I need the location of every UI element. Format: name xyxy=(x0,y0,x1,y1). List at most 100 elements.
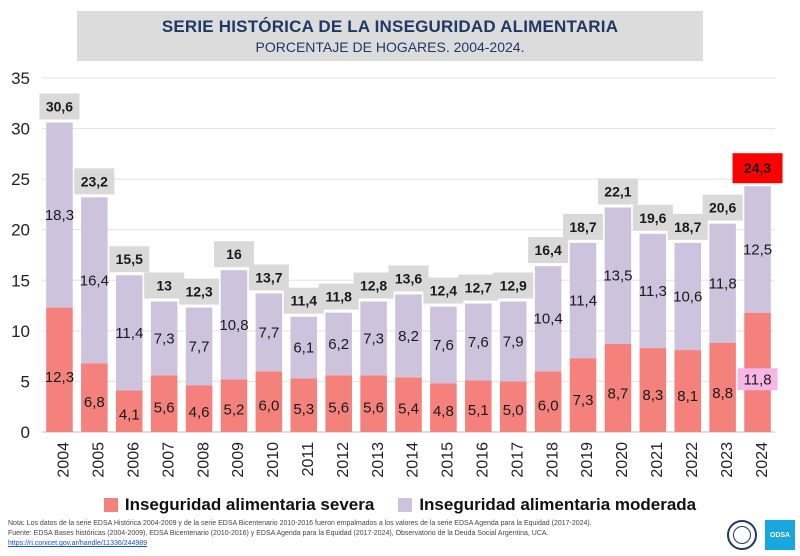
legend-item-severe: Inseguridad alimentaria severa xyxy=(103,495,375,515)
severe-value-label: 8,8 xyxy=(712,385,733,402)
bars xyxy=(46,122,771,432)
total-value-label: 18,7 xyxy=(674,219,701,235)
severe-value-label: 4,8 xyxy=(433,403,454,420)
moderate-value-label: 11,8 xyxy=(709,275,737,292)
moderate-value-label: 12,5 xyxy=(743,241,772,258)
severe-value-label: 6,0 xyxy=(258,398,279,415)
x-tick-label: 2010 xyxy=(265,442,282,478)
bar-severe xyxy=(674,350,702,432)
total-label-box xyxy=(144,272,185,299)
moderate-value-label: 16,4 xyxy=(80,272,109,289)
bar-severe xyxy=(465,380,492,432)
x-tick-label: 2009 xyxy=(230,442,247,478)
bar-moderate xyxy=(604,207,632,345)
total-value-label: 20,6 xyxy=(709,200,736,216)
bar-severe xyxy=(325,375,352,432)
total-value-label: 12,9 xyxy=(500,278,527,294)
bar-severe xyxy=(360,375,387,432)
severe-value-label: 7,3 xyxy=(573,392,594,409)
total-label-box xyxy=(732,153,783,184)
source-text: Fuente: EDSA Bases históricas (2004-2009… xyxy=(8,530,549,537)
total-label-box xyxy=(283,287,324,314)
stacked-bar-chart: 0 5 10 15 20 25 30 35 12,3 18,3 30,6 6,8 16,4 23,2 4,… xyxy=(11,69,783,478)
total-value-label: 12,3 xyxy=(185,284,212,300)
bar-severe xyxy=(430,383,457,432)
x-tick-label: 2020 xyxy=(614,442,631,478)
bar-severe xyxy=(290,378,318,432)
bar-moderate xyxy=(46,122,73,308)
footnotes: Nota: Los datos de la serie EDSA Históri… xyxy=(8,519,708,549)
total-value-label: 19,6 xyxy=(639,210,666,226)
bar-severe xyxy=(81,363,108,432)
bar-severe xyxy=(534,371,562,432)
bar-moderate xyxy=(639,233,667,349)
total-label-box xyxy=(353,272,394,299)
legend-label-severe: Inseguridad alimentaria severa xyxy=(124,495,375,514)
x-tick-label: 2011 xyxy=(300,442,317,477)
bar-moderate xyxy=(290,316,318,379)
bar-severe xyxy=(639,348,667,432)
x-tick-label: 2016 xyxy=(475,442,492,478)
total-label-box xyxy=(563,213,604,240)
total-value-label: 16 xyxy=(226,246,242,262)
bar-moderate xyxy=(360,301,387,376)
y-tick-label: 0 xyxy=(21,423,30,442)
severe-value-label: 12,3 xyxy=(45,369,74,386)
moderate-value-label: 7,3 xyxy=(363,330,384,347)
total-value-label: 13,7 xyxy=(255,269,282,285)
severe-label-highlight xyxy=(737,368,778,391)
x-tick-label: 2023 xyxy=(719,442,736,478)
bar-moderate xyxy=(220,270,248,380)
severe-value-label: 4,6 xyxy=(189,404,210,421)
legend-item-moderate: Inseguridad alimentaria moderada xyxy=(398,495,696,515)
moderate-value-label: 11,3 xyxy=(639,283,667,300)
bar-moderate xyxy=(430,306,457,384)
bar-moderate xyxy=(465,303,492,381)
chart-subtitle: PORCENTAJE DE HOGARES. 2004-2024. xyxy=(255,39,525,55)
total-label-box xyxy=(213,241,254,268)
x-tick-label: 2015 xyxy=(440,442,457,478)
x-tick-label: 2012 xyxy=(335,442,352,478)
total-label-box xyxy=(74,168,115,195)
severe-value-label: 5,6 xyxy=(154,400,175,417)
total-label-box xyxy=(458,274,499,301)
total-label-box xyxy=(318,283,359,310)
total-value-label: 24,3 xyxy=(744,160,771,176)
total-value-label: 30,6 xyxy=(46,99,73,115)
moderate-value-label: 7,3 xyxy=(154,330,175,347)
total-label-box xyxy=(109,246,150,273)
severe-value-label: 5,2 xyxy=(224,401,245,418)
moderate-value-label: 7,9 xyxy=(503,333,524,350)
legend-swatch-moderate xyxy=(398,498,413,512)
chart-title: SERIE HISTÓRICA DE LA INSEGURIDAD ALIMEN… xyxy=(161,17,619,36)
total-value-label: 16,4 xyxy=(534,242,561,258)
odsa-logo: ODSA xyxy=(765,520,795,550)
bar-moderate xyxy=(674,242,702,351)
uca-logo xyxy=(727,520,757,550)
bar-severe xyxy=(499,381,527,432)
severe-value-label: 11,8 xyxy=(744,371,772,388)
moderate-value-label: 8,2 xyxy=(398,328,419,345)
moderate-value-label: 7,6 xyxy=(468,334,489,351)
bar-moderate xyxy=(81,197,108,364)
total-value-label: 18,7 xyxy=(569,219,596,235)
total-label-box xyxy=(528,237,569,264)
moderate-value-label: 10,6 xyxy=(673,288,702,305)
total-label-box xyxy=(388,265,429,292)
x-tick-label: 2018 xyxy=(544,442,561,478)
bar-severe xyxy=(395,377,422,432)
legend-swatch-severe xyxy=(103,498,118,512)
data-labels: 12,3 18,3 30,6 6,8 16,4 23,2 4,1 11,4 15,5 5,6 7,3… xyxy=(39,93,783,423)
y-axis: 0 5 10 15 20 25 30 35 xyxy=(11,69,30,442)
source-link[interactable]: https://ri.conicet.gov.ar/handle/11336/2… xyxy=(8,540,148,547)
x-tick-label: 2022 xyxy=(684,442,701,478)
severe-value-label: 6,8 xyxy=(84,394,105,411)
x-tick-label: 2008 xyxy=(195,442,212,478)
total-value-label: 13,6 xyxy=(395,270,422,286)
x-tick-label: 2004 xyxy=(56,442,73,478)
bar-severe xyxy=(604,344,632,432)
y-tick-label: 5 xyxy=(21,372,30,391)
total-value-label: 11,8 xyxy=(325,289,352,305)
bar-moderate xyxy=(569,242,597,359)
total-value-label: 12,4 xyxy=(430,283,457,299)
